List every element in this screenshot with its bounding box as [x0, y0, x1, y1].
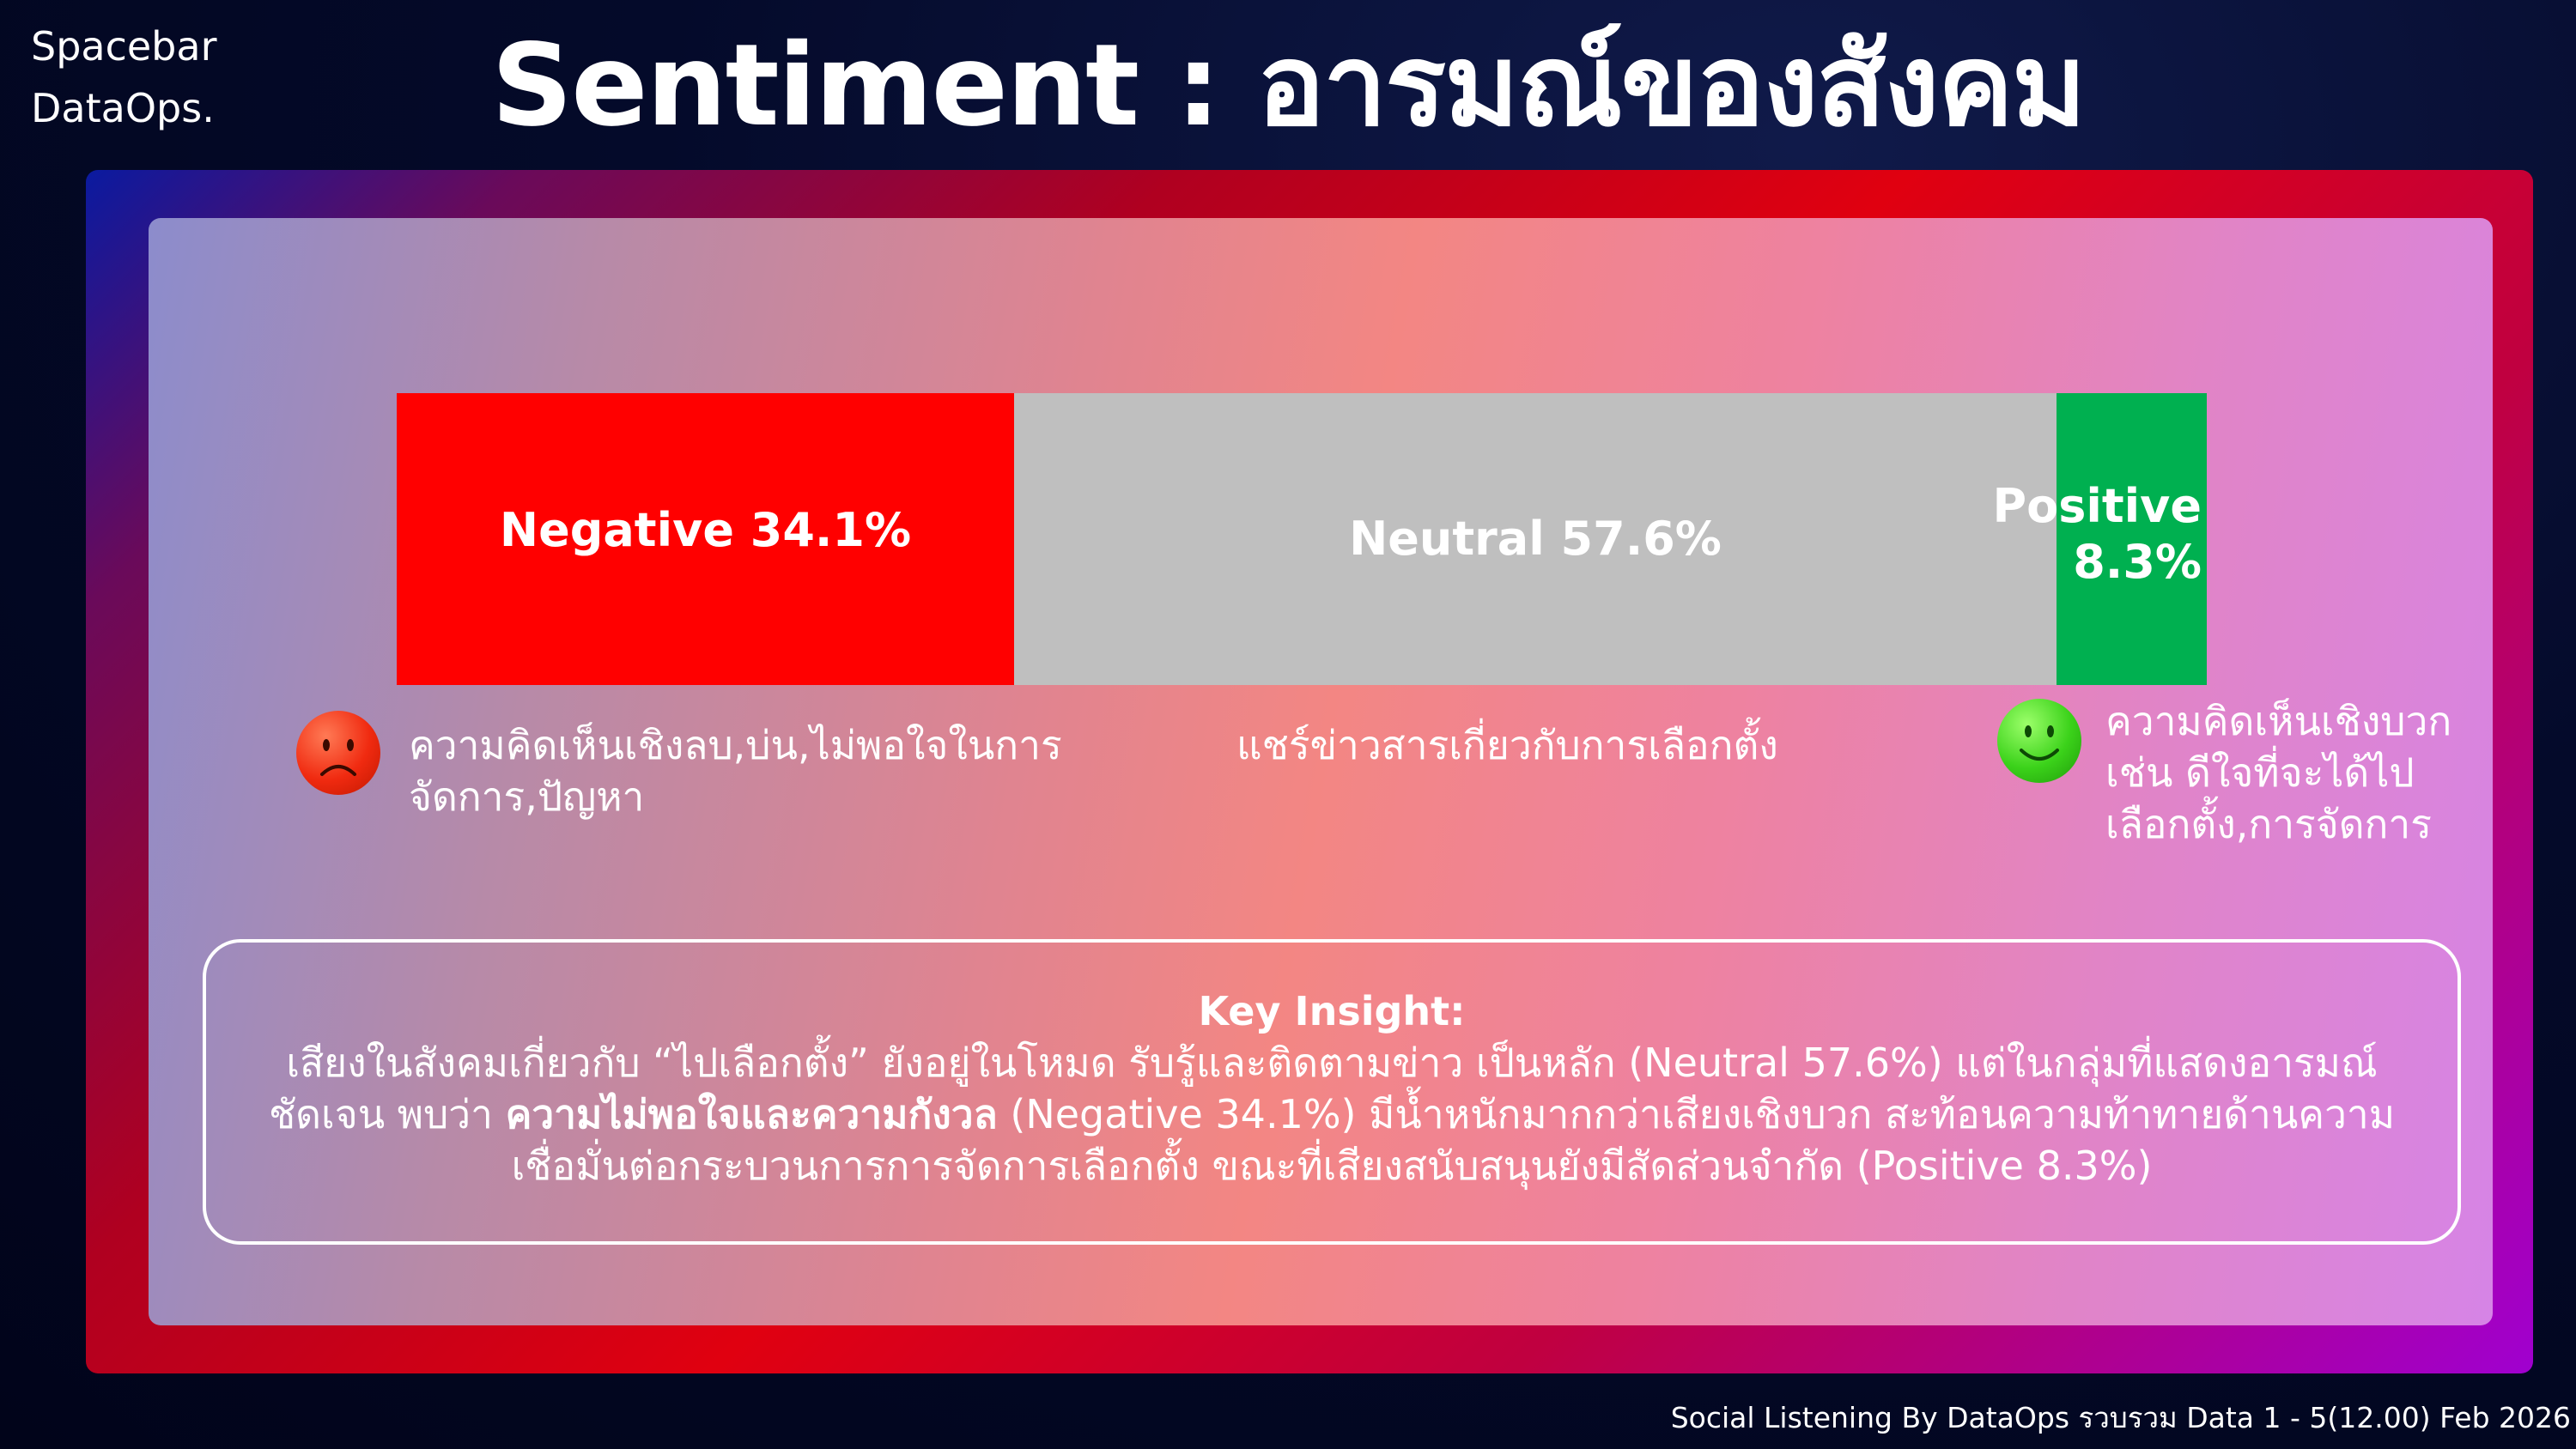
- positive-bar: Positive 8.3%: [1993, 393, 2207, 685]
- key-insight-line-3: เชื่อมั่นต่อกระบวนการการจัดการเลือกตั้ง …: [511, 1143, 2153, 1189]
- brand-line-1: Spacebar: [31, 23, 217, 70]
- happy-face-icon: [1997, 699, 2081, 783]
- brand-line-2: DataOps.: [31, 85, 215, 131]
- key-insight-box: Key Insight: เสียงในสังคมเกี่ยวกับ “ไปเล…: [203, 939, 2461, 1245]
- positive-description-line-1: ความคิดเห็นเชิงบวก: [2105, 698, 2452, 744]
- negative-description: ความคิดเห็นเชิงลบ,บ่น,ไม่พอใจในการ จัดกา…: [409, 719, 1096, 822]
- key-insight-emphasis: ความไม่พอใจและความกังวล: [505, 1091, 998, 1137]
- positive-bar-label-line-1: Positive: [1992, 479, 2202, 533]
- key-insight-line-2-post: (Negative 34.1%) มีน้ำหนักมากกว่าเสียงเช…: [997, 1091, 2396, 1137]
- brand-logo-text: Spacebar DataOps.: [31, 15, 216, 139]
- footer-source-note: Social Listening By DataOps รวบรวม Data …: [1670, 1401, 2571, 1434]
- positive-bar-label-line-2: 8.3%: [2073, 534, 2202, 589]
- negative-bar: Negative 34.1%: [397, 393, 1014, 685]
- key-insight-line-2: ชัดเจน พบว่า ความไม่พอใจและความกังวล (Ne…: [206, 1088, 2458, 1140]
- page-title: Sentiment : อารมณ์ของสังคม: [491, 20, 2087, 152]
- sad-face-icon: [296, 711, 380, 795]
- key-insight-line-2-pre: ชัดเจน พบว่า: [268, 1091, 506, 1137]
- positive-description-line-2: เช่น ดีใจที่จะได้ไป: [2105, 749, 2415, 796]
- neutral-bar-label: Neutral 57.6%: [1349, 511, 1722, 566]
- negative-description-line-1: ความคิดเห็นเชิงลบ,บ่น,ไม่พอใจในการ: [409, 722, 1062, 768]
- negative-description-line-2: จัดการ,ปัญหา: [409, 773, 645, 820]
- key-insight-title: Key Insight:: [1198, 988, 1466, 1034]
- negative-bar-label: Negative 34.1%: [499, 502, 912, 557]
- positive-description: ความคิดเห็นเชิงบวก เช่น ดีใจที่จะได้ไป เ…: [2105, 695, 2466, 850]
- positive-description-line-3: เลือกตั้ง,การจัดการ: [2105, 801, 2432, 847]
- key-insight-line-1: เสียงในสังคมเกี่ยวกับ “ไปเลือกตั้ง” ยังอ…: [286, 1040, 2378, 1086]
- positive-bar-label: Positive 8.3%: [1993, 479, 2202, 591]
- neutral-description: แชร์ข่าวสารเกี่ยวกับการเลือกตั้ง: [1236, 722, 1778, 768]
- neutral-bar: Neutral 57.6%: [1014, 393, 2057, 685]
